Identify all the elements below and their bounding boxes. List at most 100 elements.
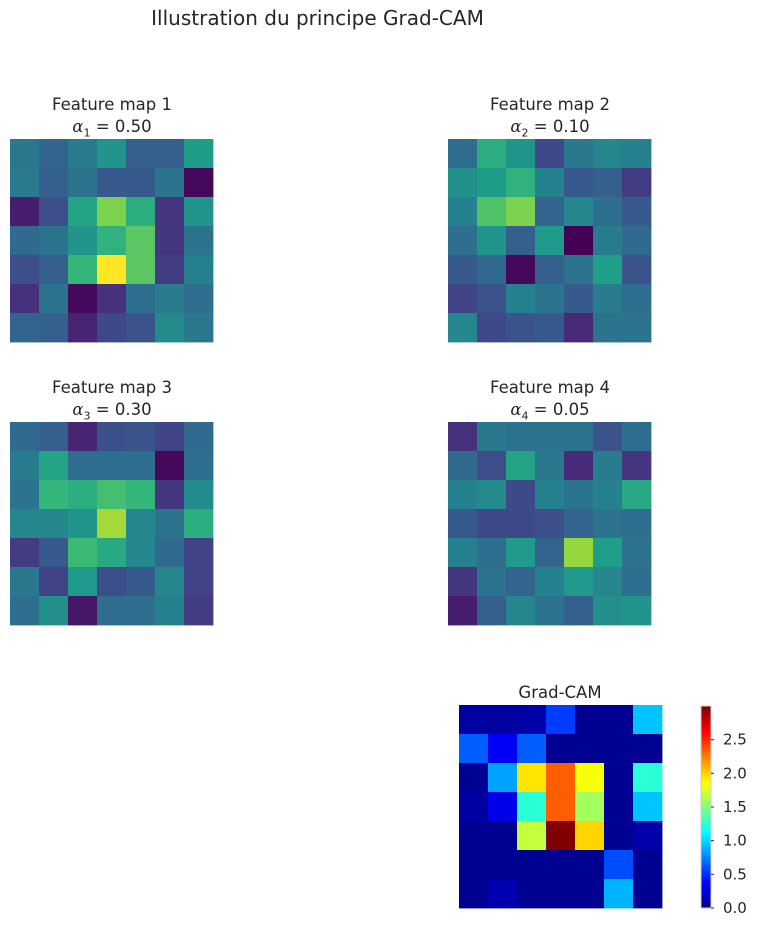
heatmap-cell: [535, 451, 565, 481]
heatmap-cell: [10, 538, 40, 568]
heatmap-cell: [477, 422, 507, 452]
heatmap-cell: [593, 139, 623, 169]
colorbar-gradient-step: [701, 763, 711, 766]
heatmap-cell: [506, 284, 536, 314]
panel-title-text: Grad-CAM: [518, 683, 602, 702]
heatmap-cell: [39, 226, 69, 256]
colorbar-gradient-step: [701, 773, 711, 776]
heatmap-cell: [184, 509, 214, 539]
alpha-label: α2 = 0.10: [420, 116, 680, 144]
heatmap-cell: [126, 480, 156, 510]
colorbar-gradient-step: [701, 736, 711, 739]
heatmap-cell: [155, 255, 185, 285]
colorbar-gradient-step: [701, 795, 711, 798]
colorbar-gradient-step: [701, 817, 711, 820]
heatmap-cell: [39, 451, 69, 481]
colorbar-gradient-step: [701, 748, 711, 751]
heatmap-cell: [97, 139, 127, 169]
heatmap-cell: [564, 313, 594, 343]
colorbar-gradient-step: [701, 732, 711, 736]
colorbar-gradient-step: [701, 840, 711, 843]
heatmap-cell: [448, 451, 478, 481]
colorbar-gradient-step: [701, 780, 711, 783]
colorbar-gradient-step: [701, 785, 711, 788]
heatmap-cell: [448, 197, 478, 227]
colorbar-gradient-step: [701, 877, 711, 880]
heatmap-cell: [633, 734, 663, 764]
colorbar-gradient-step: [701, 897, 711, 901]
colorbar-gradient-step: [701, 741, 711, 744]
colorbar-gradient-step: [701, 887, 711, 890]
heatmap-cell: [517, 705, 547, 735]
heatmap-cell: [155, 313, 185, 343]
alpha-symbol: α: [510, 400, 522, 419]
colorbar-gradient-step: [701, 807, 711, 810]
heatmap-cell: [10, 313, 40, 343]
heatmap-cell: [564, 226, 594, 256]
heatmap-cell: [97, 255, 127, 285]
colorbar-gradient-step: [701, 884, 711, 887]
colorbar-gradient-step: [701, 813, 711, 816]
heatmap-cell: [546, 821, 576, 851]
colorbar-gradient-step: [701, 793, 711, 796]
heatmap-cell: [535, 284, 565, 314]
colorbar-tick-label: 1.5: [723, 798, 747, 816]
colorbar-gradient-step: [701, 896, 711, 899]
heatmap-cell: [68, 509, 98, 539]
colorbar-gradient-step: [701, 828, 711, 832]
heatmap-cell: [155, 596, 185, 626]
colorbar-gradient-step: [701, 833, 711, 837]
panel-title-feature-map-4: Feature map 4 α4 = 0.05: [420, 377, 680, 427]
heatmap-cell: [593, 538, 623, 568]
alpha-index: 4: [521, 409, 529, 423]
heatmap-cell: [68, 284, 98, 314]
heatmap-4: [448, 422, 652, 626]
heatmap-cell: [564, 509, 594, 539]
heatmap-cell: [184, 255, 214, 285]
heatmap-cell: [564, 567, 594, 597]
heatmap-cell: [10, 168, 40, 198]
colorbar-gradient-step: [701, 753, 711, 756]
heatmap-cell: [10, 451, 40, 481]
heatmap-cell: [593, 451, 623, 481]
heatmap-cell: [506, 596, 536, 626]
colorbar-gradient-step: [701, 869, 711, 872]
panel-title-gradcam: Grad-CAM: [430, 682, 690, 704]
heatmap-cell: [126, 197, 156, 227]
colorbar-gradient-step: [701, 894, 711, 897]
heatmap-cell: [604, 705, 634, 735]
heatmap-cell: [604, 734, 634, 764]
heatmap-cell: [184, 197, 214, 227]
colorbar-gradient-step: [701, 786, 711, 789]
heatmap-cell: [506, 313, 536, 343]
heatmap-cell: [546, 850, 576, 880]
heatmap-cell: [633, 763, 663, 793]
heatmap-cell: [39, 538, 69, 568]
colorbar-gradient-step: [701, 892, 711, 896]
heatmap-3: [10, 422, 214, 626]
heatmap-cell: [448, 538, 478, 568]
alpha-symbol: α: [72, 400, 84, 419]
colorbar-tick-label: 0.0: [723, 899, 747, 917]
heatmap-cell: [488, 821, 518, 851]
heatmap-cell: [488, 879, 518, 909]
heatmap-cell: [10, 567, 40, 597]
heatmap-cell: [593, 284, 623, 314]
heatmap-cell: [97, 422, 127, 452]
heatmap-cell: [448, 422, 478, 452]
colorbar-gradient-step: [701, 855, 711, 858]
heatmap-cell: [10, 226, 40, 256]
heatmap-cell: [535, 422, 565, 452]
colorbar-gradient-step: [701, 882, 711, 885]
heatmap-cell: [155, 480, 185, 510]
heatmap-cell: [184, 451, 214, 481]
colorbar-gradient-step: [701, 865, 711, 869]
heatmap-cell: [155, 284, 185, 314]
colorbar-gradient-step: [701, 874, 711, 877]
heatmap-cell: [39, 422, 69, 452]
heatmap-cell: [448, 168, 478, 198]
colorbar-gradient-step: [701, 870, 711, 874]
heatmap-cell: [622, 451, 652, 481]
heatmap-cell: [535, 255, 565, 285]
colorbar-gradient-step: [701, 803, 711, 806]
